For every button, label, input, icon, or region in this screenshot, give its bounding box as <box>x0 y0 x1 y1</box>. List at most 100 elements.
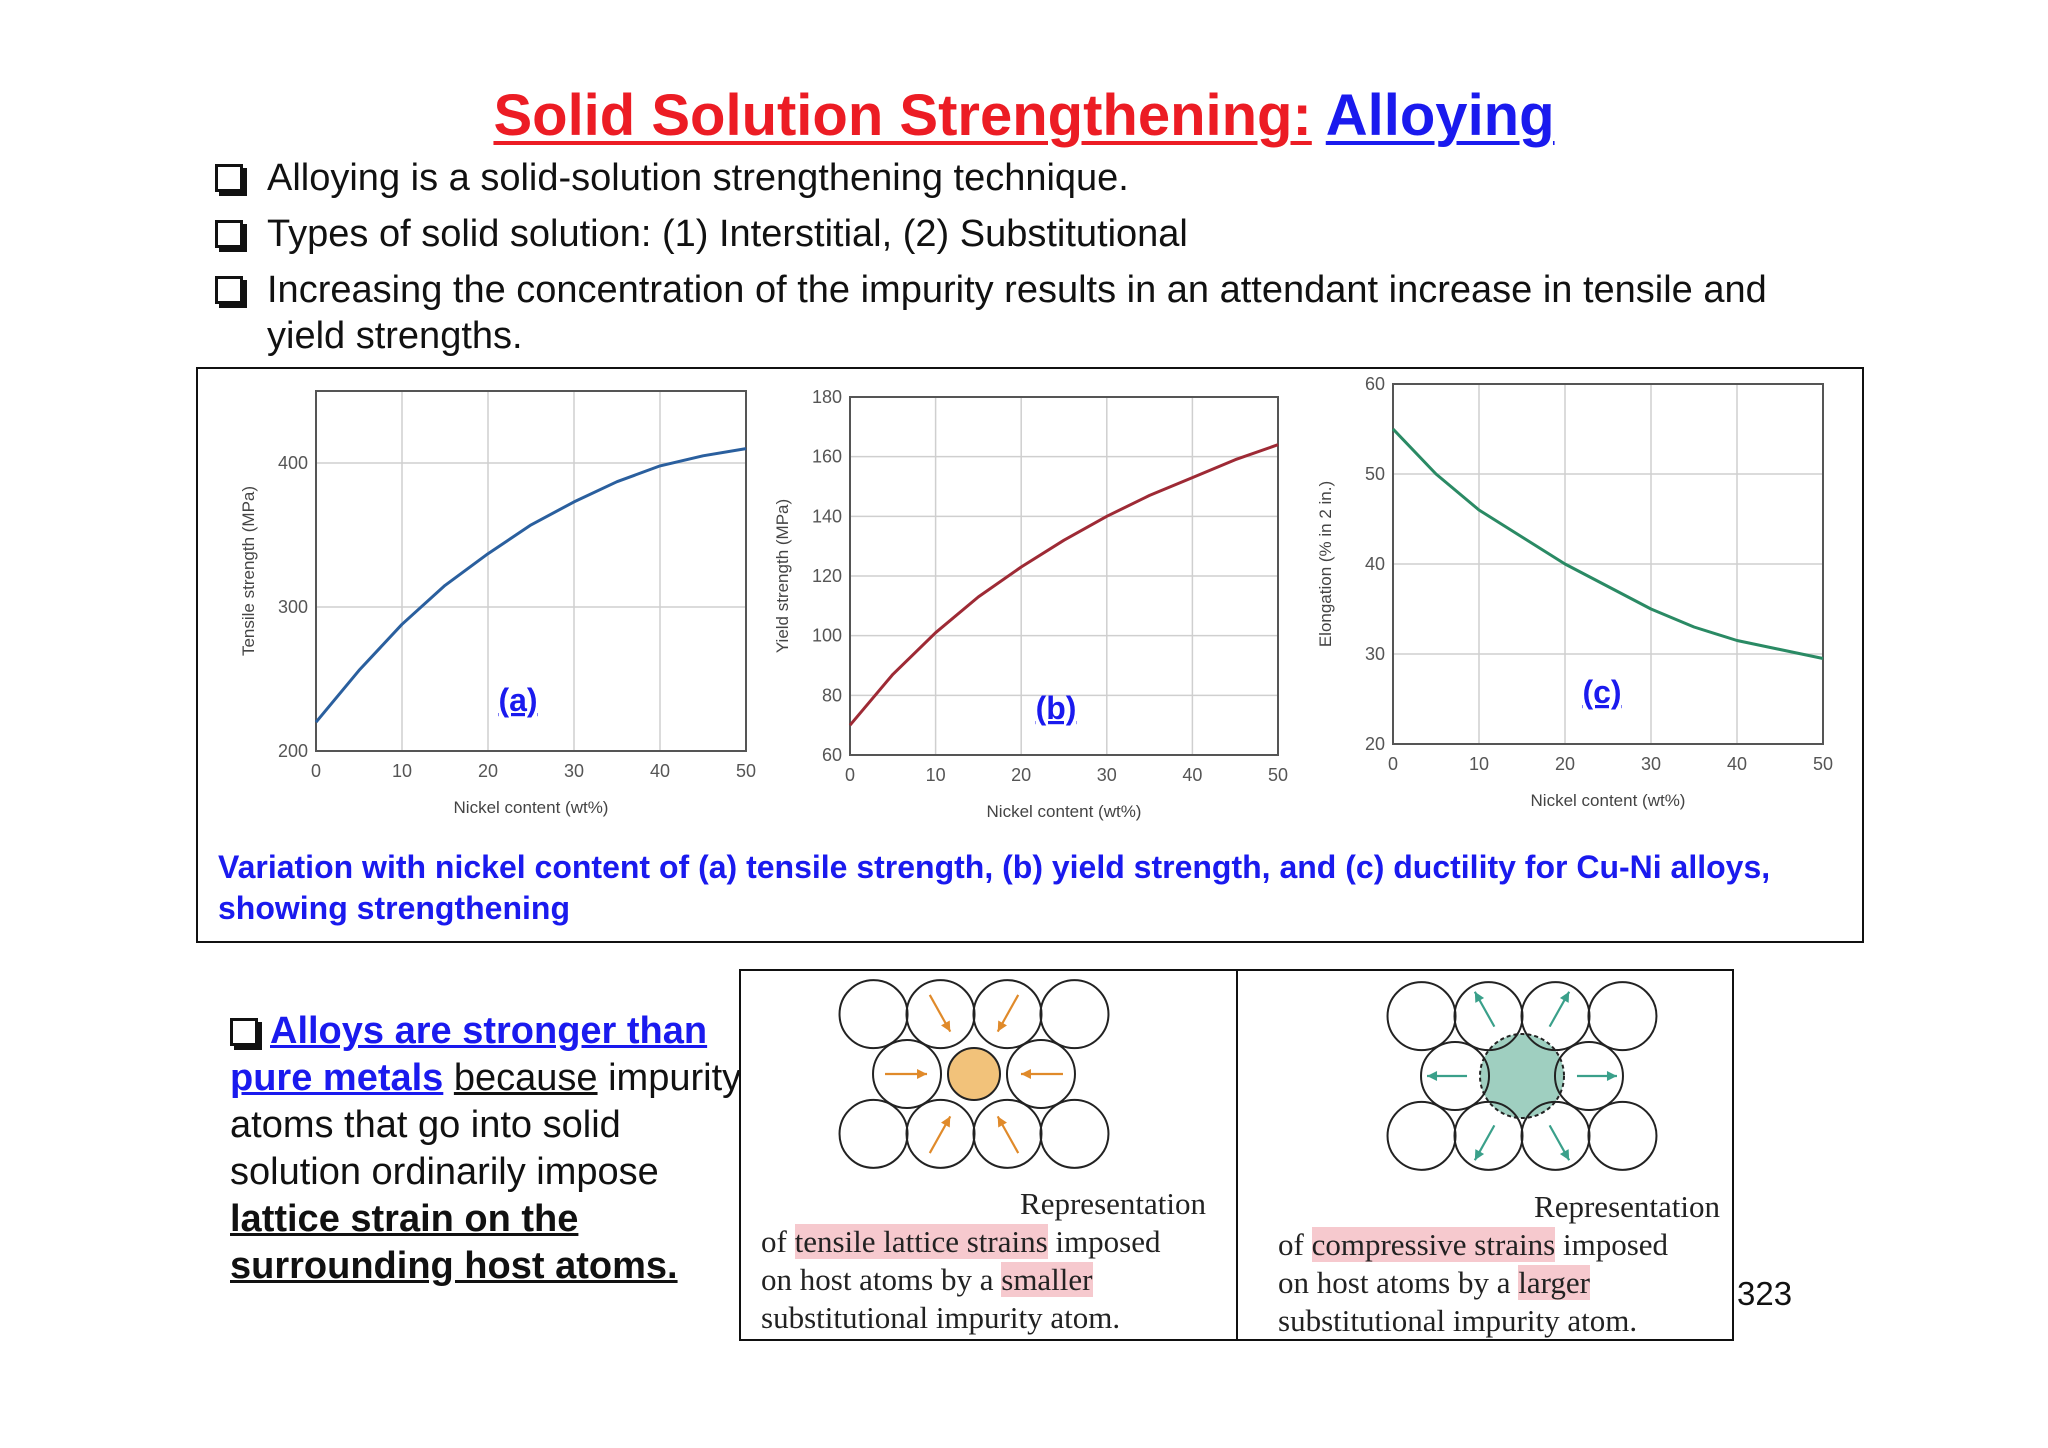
x-tick-label: 20 <box>478 761 498 781</box>
title-part2: Alloying <box>1325 83 1555 148</box>
figure-box: 0 10 20 30 40 50 200 300 400 Nickel content (wt%)… <box>196 367 1864 943</box>
arrow-head <box>997 1020 1007 1032</box>
host-atom <box>972 1098 1043 1169</box>
arrow-head <box>941 1116 951 1128</box>
host-atom <box>1587 981 1658 1052</box>
plot-frame <box>849 396 1279 756</box>
bullet-text: Alloying is a solid-solution strengtheni… <box>267 157 1129 199</box>
arrow-head <box>1559 991 1570 1003</box>
explanation-text: impurity atoms that go into solid soluti… <box>230 1057 742 1193</box>
plot-frame <box>315 390 747 752</box>
x-tick-label: 10 <box>1469 754 1489 774</box>
host-atom <box>905 979 976 1050</box>
tensile-caption-line4: substitutional impurity atom. <box>761 1300 1121 1335</box>
caption-imposed: imposed <box>1055 1224 1161 1259</box>
y-tick-label: 120 <box>812 566 842 586</box>
title-part1: Solid Solution Strengthening: <box>493 83 1312 148</box>
host-atom <box>1520 1100 1591 1171</box>
y-tick-label: 180 <box>812 387 842 407</box>
y-tick-label: 60 <box>1365 374 1385 394</box>
cell-divider <box>1236 971 1238 1339</box>
arrow-head <box>1474 991 1485 1003</box>
x-tick-label: 40 <box>1182 765 1202 785</box>
compressive-strain-diagram <box>1386 981 1658 1171</box>
x-tick-label: 30 <box>1097 765 1117 785</box>
compressive-caption-line3: on host atoms by a larger <box>1278 1264 1728 1302</box>
host-atom <box>972 979 1043 1050</box>
panel-label: (b) <box>1036 690 1077 726</box>
x-tick-label: 0 <box>1388 754 1398 774</box>
series-line <box>314 447 747 724</box>
y-tick-label: 400 <box>278 453 308 473</box>
chart-panel: 0 10 20 30 40 50 60 80 100 120 140 160 180 Nickel con… <box>773 387 1288 821</box>
arrow-head <box>941 1020 951 1032</box>
host-atom <box>838 979 909 1050</box>
host-atom <box>1386 1100 1457 1171</box>
tensile-caption: Representation of tensile lattice strain… <box>761 1185 1231 1337</box>
bullet-item: Types of solid solution: (1) Interstitia… <box>215 211 1855 257</box>
checkbox-bullet-icon <box>215 164 243 192</box>
y-tick-label: 60 <box>822 745 842 765</box>
host-atom <box>1453 1100 1524 1171</box>
compressive-strain-cell: Representation of compressive strains im… <box>1238 971 1733 1339</box>
checkbox-bullet-icon <box>215 220 243 248</box>
series-line <box>848 443 1279 727</box>
panel-label: (a) <box>498 682 537 718</box>
caption-on-host: on host atoms by a <box>1278 1265 1511 1300</box>
tensile-caption-line2: of tensile lattice strains imposed <box>761 1223 1231 1261</box>
x-tick-label: 30 <box>1641 754 1661 774</box>
y-axis-label: Yield strength (MPa) <box>773 499 792 653</box>
y-tick-label: 80 <box>822 685 842 705</box>
smaller-highlight: smaller <box>1001 1262 1093 1297</box>
impurity-atom <box>947 1047 1001 1101</box>
bullet-text: Types of solid solution: (1) Interstitia… <box>267 213 1188 255</box>
host-atom <box>1005 1039 1076 1109</box>
panel-label: (c) <box>1582 674 1621 710</box>
host-atom <box>905 1098 976 1169</box>
x-tick-label: 50 <box>1268 765 1288 785</box>
bullet-text: Increasing the concentration of the impu… <box>267 269 1767 357</box>
caption-imposed: imposed <box>1562 1227 1669 1262</box>
caption-on-host: on host atoms by a <box>761 1262 994 1297</box>
x-tick-label: 10 <box>926 765 946 785</box>
y-tick-label: 30 <box>1365 644 1385 664</box>
host-atom <box>1453 981 1524 1052</box>
x-tick-label: 0 <box>311 761 321 781</box>
y-tick-label: 300 <box>278 597 308 617</box>
host-atom <box>1520 981 1591 1052</box>
chart-panel: 0 10 20 30 40 50 20 30 40 50 60 Nickel content (wt%… <box>1316 374 1833 810</box>
arrow-head <box>997 1116 1007 1128</box>
tensile-caption-line1: Representation <box>1020 1186 1206 1221</box>
y-tick-label: 50 <box>1365 464 1385 484</box>
y-tick-label: 100 <box>812 626 842 646</box>
chart-panel: 0 10 20 30 40 50 200 300 400 Nickel content (wt%)… <box>239 390 756 817</box>
series-line <box>1391 427 1824 660</box>
caption-of: of <box>1278 1227 1304 1262</box>
checkbox-bullet-icon <box>230 1018 258 1046</box>
x-axis-label: Nickel content (wt%) <box>1531 791 1686 810</box>
x-tick-label: 20 <box>1011 765 1031 785</box>
impurity-atom <box>1479 1033 1565 1119</box>
x-tick-label: 30 <box>564 761 584 781</box>
slide-title: Solid Solution Strengthening: Alloying <box>0 82 2048 149</box>
arrow-head <box>1427 1071 1438 1081</box>
host-atom <box>1420 1041 1491 1111</box>
host-atom <box>872 1039 943 1109</box>
x-tick-label: 40 <box>1727 754 1747 774</box>
larger-highlight: larger <box>1518 1265 1590 1300</box>
tensile-caption-line3: on host atoms by a smaller <box>761 1261 1231 1299</box>
x-tick-label: 0 <box>845 765 855 785</box>
x-tick-label: 10 <box>392 761 412 781</box>
compressive-caption-line1: Representation <box>1534 1189 1720 1224</box>
host-atom <box>1587 1100 1658 1171</box>
x-axis-label: Nickel content (wt%) <box>987 802 1142 821</box>
host-atom <box>1039 979 1110 1050</box>
explanation-bold: lattice strain on the surrounding host a… <box>230 1198 678 1287</box>
y-tick-label: 200 <box>278 741 308 761</box>
compressive-highlight: compressive strains <box>1311 1227 1556 1262</box>
explanation-highlight: Alloys are stronger than pure metals <box>230 1010 708 1099</box>
caption-of: of <box>761 1224 787 1259</box>
compressive-caption-line2: of compressive strains imposed <box>1278 1226 1728 1264</box>
host-atom <box>838 1098 909 1169</box>
